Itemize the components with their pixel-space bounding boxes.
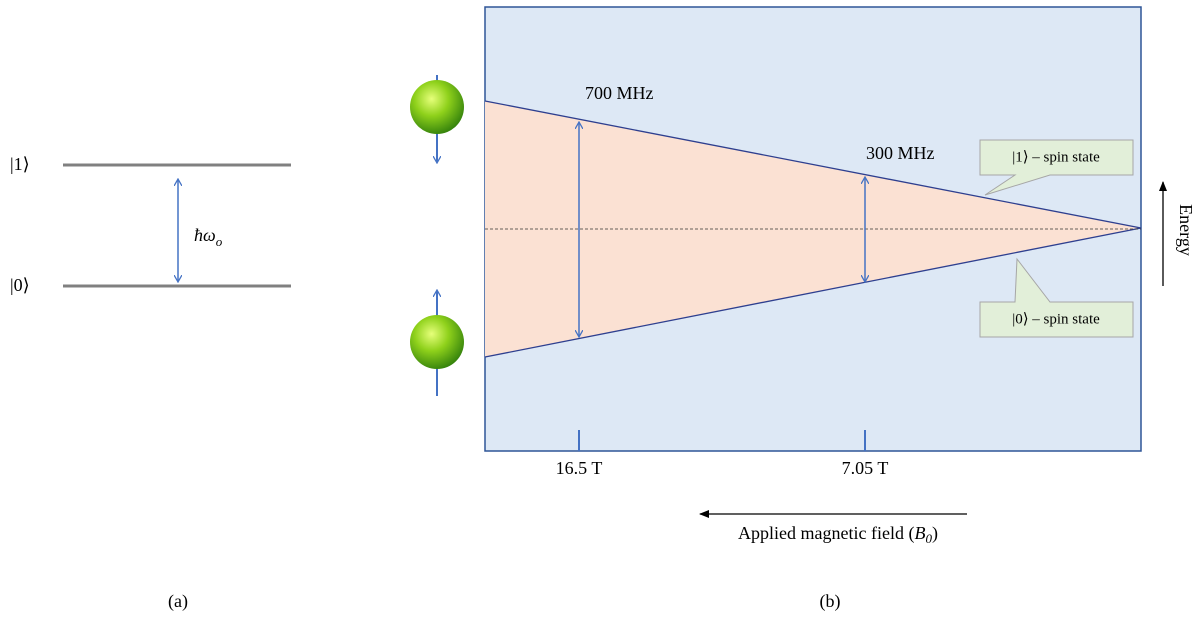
- field-label-close: ): [932, 523, 938, 544]
- gap-label: ħωo: [194, 225, 223, 249]
- spin-ball-upper: [410, 80, 464, 134]
- figure: |1⟩ |0⟩ ħωo (a) 700 MHz 300 MHz |1⟩ – sp…: [0, 0, 1200, 619]
- panel-b: 700 MHz 300 MHz |1⟩ – spin state |0⟩ – s…: [410, 7, 1196, 612]
- gap-subscript: o: [216, 234, 223, 249]
- upper-level-label: |1⟩: [10, 154, 30, 174]
- caption-b: (b): [820, 591, 841, 612]
- caption-a: (a): [168, 591, 188, 612]
- upper-callout-label: |1⟩ – spin state: [1012, 149, 1100, 165]
- field-tick-label: 7.05 T: [842, 458, 889, 478]
- freq-low-label: 300 MHz: [866, 143, 935, 163]
- energy-label: Energy: [1176, 204, 1196, 256]
- field-label-text: Applied magnetic field (: [738, 523, 914, 544]
- spin-ball-lower: [410, 315, 464, 369]
- lower-level-label: |0⟩: [10, 275, 30, 295]
- panel-a: |1⟩ |0⟩ ħωo (a): [10, 154, 291, 612]
- field-tick-label: 16.5 T: [556, 458, 603, 478]
- gap-symbol: ħω: [194, 225, 216, 245]
- field-label: Applied magnetic field (B0): [738, 523, 938, 546]
- freq-high-label: 700 MHz: [585, 83, 654, 103]
- field-symbol: B: [914, 523, 925, 543]
- lower-callout-label: |0⟩ – spin state: [1012, 311, 1100, 327]
